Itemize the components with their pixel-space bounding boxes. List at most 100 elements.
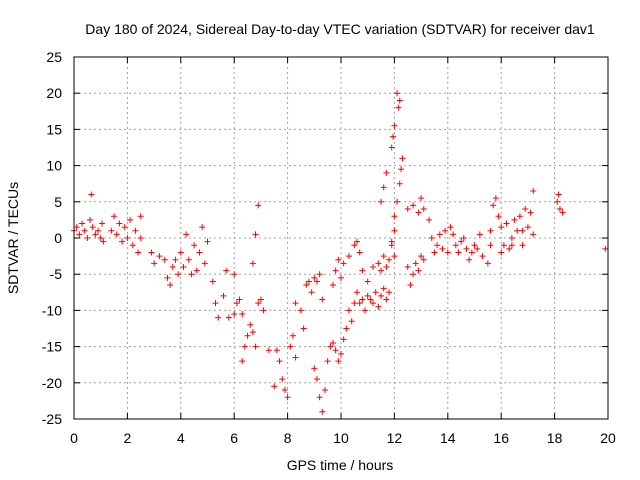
data-point: [468, 249, 475, 256]
data-point: [383, 296, 390, 303]
x-tick-label: 10: [333, 430, 349, 446]
data-point: [231, 271, 238, 278]
data-point: [193, 267, 200, 274]
data-point: [204, 238, 211, 245]
y-tick-label: 10: [46, 158, 62, 174]
data-point: [380, 253, 387, 260]
data-point: [215, 314, 222, 321]
data-point: [370, 263, 377, 270]
data-point: [252, 231, 259, 238]
data-point: [260, 307, 267, 314]
x-tick-label: 8: [284, 430, 292, 446]
data-point: [391, 253, 398, 260]
data-point: [265, 347, 272, 354]
data-point: [340, 336, 347, 343]
data-point: [487, 227, 494, 234]
data-point: [398, 166, 405, 173]
data-point: [169, 263, 176, 270]
data-point: [555, 191, 562, 198]
data-point: [359, 296, 366, 303]
data-point: [199, 224, 206, 231]
data-point: [434, 242, 441, 249]
x-tick-label: 4: [177, 430, 185, 446]
data-point: [338, 274, 344, 281]
x-tick-label: 0: [70, 430, 78, 446]
data-point: [390, 133, 397, 140]
data-point: [383, 169, 390, 176]
data-point: [183, 231, 190, 238]
data-point: [151, 260, 158, 267]
data-point: [121, 224, 128, 231]
data-point: [463, 245, 470, 252]
data-point: [418, 253, 425, 260]
data-point: [119, 238, 126, 245]
data-point: [329, 282, 336, 289]
data-point: [450, 231, 457, 238]
y-axis-label: SDTVAR / TECUs: [5, 182, 21, 294]
data-point: [335, 358, 342, 365]
data-point: [124, 235, 131, 241]
data-point: [92, 231, 99, 238]
y-tick-label: 5: [54, 194, 62, 210]
data-point: [161, 256, 168, 263]
data-point: [490, 202, 497, 209]
data-point: [354, 238, 361, 245]
data-point: [348, 318, 355, 325]
x-axis-label: GPS time / hours: [287, 457, 394, 473]
data-point: [132, 227, 139, 234]
data-point: [175, 271, 182, 278]
data-point: [89, 224, 96, 231]
data-point: [313, 278, 320, 285]
data-point: [201, 260, 208, 267]
data-point: [407, 282, 414, 289]
grid-lines: [74, 57, 608, 419]
data-point: [404, 263, 411, 270]
data-point: [519, 227, 526, 234]
data-point: [303, 282, 310, 289]
data-point: [196, 249, 203, 256]
data-point: [514, 227, 521, 234]
data-point: [378, 292, 385, 299]
data-point: [375, 260, 382, 267]
data-point: [500, 242, 507, 249]
data-point: [247, 321, 254, 328]
data-point: [111, 213, 118, 220]
y-tick-label: 15: [46, 121, 62, 137]
data-point: [212, 300, 219, 307]
data-point: [88, 191, 95, 198]
data-point: [492, 195, 499, 202]
data-point: [137, 213, 144, 220]
data-point: [346, 253, 353, 260]
data-point: [388, 238, 395, 245]
data-point: [396, 97, 403, 104]
data-point: [391, 227, 398, 234]
data-point: [95, 227, 102, 234]
data-point: [97, 235, 104, 241]
data-point: [420, 256, 427, 263]
x-tick-label: 12: [387, 430, 403, 446]
data-point: [380, 285, 387, 292]
data-point: [386, 289, 393, 296]
data-point: [172, 256, 179, 263]
data-point: [244, 332, 251, 339]
data-point: [252, 343, 259, 350]
data-point: [276, 358, 283, 365]
data-point: [185, 256, 192, 263]
y-tick-label: -20: [42, 375, 62, 391]
data-point: [395, 104, 402, 111]
data-point: [356, 249, 363, 256]
data-point: [458, 238, 465, 245]
y-tick-label: 25: [46, 49, 62, 65]
data-point: [455, 249, 462, 256]
data-point: [319, 296, 326, 303]
data-point: [236, 296, 243, 303]
data-point: [281, 387, 288, 394]
data-point: [516, 213, 523, 220]
data-point: [418, 195, 425, 202]
data-point: [484, 260, 491, 267]
x-tick-label: 6: [230, 430, 238, 446]
data-point: [148, 249, 155, 256]
data-point: [426, 216, 433, 223]
data-point: [394, 90, 401, 97]
data-point: [156, 253, 163, 260]
